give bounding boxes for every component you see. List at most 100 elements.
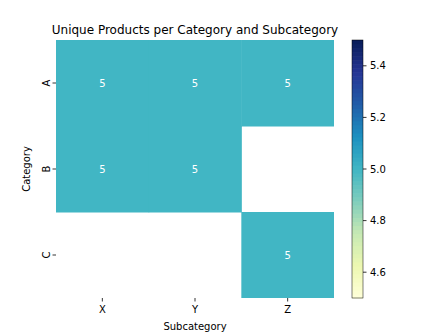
data-label: 5 xyxy=(284,250,290,261)
colorbar-step xyxy=(352,201,363,206)
colorbar-step xyxy=(352,213,363,218)
colorbar-step xyxy=(352,40,363,45)
colorbar-step xyxy=(352,209,363,214)
colorbar-step xyxy=(352,157,363,162)
colorbar-step xyxy=(352,229,363,234)
colorbar-frame xyxy=(352,40,363,298)
heatmap-cell xyxy=(241,40,334,127)
cell-labels: 5 5 5 5 5 5 xyxy=(99,78,291,261)
y-tick xyxy=(53,169,57,170)
y-axis-label: Category xyxy=(21,146,32,192)
colorbar-step xyxy=(352,105,363,110)
colorbar-step xyxy=(352,254,363,259)
x-tick xyxy=(287,298,288,302)
colorbar-step xyxy=(352,60,363,65)
colorbar-tick-label: 5.2 xyxy=(370,112,386,123)
colorbar-step xyxy=(352,290,363,295)
colorbar-tick-label: 5.0 xyxy=(370,164,386,175)
y-tick xyxy=(53,255,57,256)
colorbar-step xyxy=(352,153,363,158)
heatmap-cell xyxy=(241,212,334,298)
colorbar-step xyxy=(352,173,363,178)
data-label: 5 xyxy=(99,164,105,175)
colorbar-step xyxy=(352,242,363,247)
colorbar-step xyxy=(352,270,363,275)
colorbar-step xyxy=(352,221,363,226)
colorbar-step xyxy=(352,117,363,122)
data-label: 5 xyxy=(192,78,198,89)
colorbar-step xyxy=(352,88,363,93)
colorbar-step xyxy=(352,113,363,118)
chart-title: Unique Products per Category and Subcate… xyxy=(52,23,338,37)
colorbar-tick-label: 4.8 xyxy=(370,215,386,226)
heatmap-cell xyxy=(149,40,242,127)
x-tick xyxy=(195,298,196,302)
colorbar-tick xyxy=(363,272,367,273)
x-tick-label: Z xyxy=(284,304,291,315)
colorbar-step xyxy=(352,100,363,105)
colorbar-tick-label: 4.6 xyxy=(370,267,386,278)
x-axis-label: Subcategory xyxy=(163,321,226,332)
data-label: 5 xyxy=(284,78,290,89)
colorbar-step xyxy=(352,246,363,251)
colorbar-step xyxy=(352,177,363,182)
heatmap-cell xyxy=(56,40,149,127)
colorbar-step xyxy=(352,56,363,61)
colorbar-step xyxy=(352,68,363,73)
colorbar-step xyxy=(352,262,363,267)
colorbar-step xyxy=(352,225,363,230)
colorbar-step xyxy=(352,205,363,210)
colorbar-step xyxy=(352,169,363,174)
colorbar-step xyxy=(352,197,363,202)
colorbar-step xyxy=(352,266,363,271)
colorbar-step xyxy=(352,234,363,239)
colorbar-step xyxy=(352,161,363,166)
data-label: 5 xyxy=(192,164,198,175)
colorbar-step xyxy=(352,258,363,263)
heatmap-cell xyxy=(149,126,242,213)
colorbar-step xyxy=(352,80,363,85)
colorbar-step xyxy=(352,129,363,134)
colorbar-step xyxy=(352,193,363,198)
colorbar-step xyxy=(352,238,363,243)
colorbar-step xyxy=(352,44,363,49)
colorbar-step xyxy=(352,149,363,154)
cells xyxy=(56,40,334,298)
colorbar-step xyxy=(352,274,363,279)
colorbar-step xyxy=(352,48,363,53)
colorbar-step xyxy=(352,278,363,283)
colorbar-step xyxy=(352,165,363,170)
colorbar-step xyxy=(352,92,363,97)
colorbar-step xyxy=(352,286,363,291)
y-tick-label: A xyxy=(41,79,52,86)
colorbar-tick-label: 5.4 xyxy=(370,60,386,71)
heatmap-cell xyxy=(56,126,149,213)
data-label: 5 xyxy=(99,78,105,89)
colorbar-step xyxy=(352,145,363,150)
colorbar-step xyxy=(352,64,363,69)
heatmap-svg: Unique Products per Category and Subcate… xyxy=(0,0,448,336)
y-tick-label: C xyxy=(41,251,52,258)
colorbar-step xyxy=(352,121,363,126)
colorbar-step xyxy=(352,189,363,194)
colorbar-step xyxy=(352,133,363,138)
colorbar-step xyxy=(352,109,363,114)
colorbar-step xyxy=(352,141,363,146)
colorbar-step xyxy=(352,250,363,255)
colorbar-step xyxy=(352,96,363,101)
y-tick xyxy=(53,83,57,84)
x-tick-label: Y xyxy=(191,304,199,315)
colorbar-step xyxy=(352,72,363,77)
colorbar-step xyxy=(352,181,363,186)
colorbar-step xyxy=(352,125,363,130)
x-tick-label: X xyxy=(99,304,106,315)
colorbar-step xyxy=(352,137,363,142)
colorbar-tick xyxy=(363,65,367,66)
y-tick-label: B xyxy=(41,165,52,172)
colorbar-tick xyxy=(363,220,367,221)
colorbar-tick xyxy=(363,169,367,170)
colorbar-step xyxy=(352,84,363,89)
colorbar-step xyxy=(352,282,363,287)
colorbar-step xyxy=(352,52,363,57)
colorbar: 4.6 4.8 5.0 5.2 5.4 xyxy=(352,40,386,299)
